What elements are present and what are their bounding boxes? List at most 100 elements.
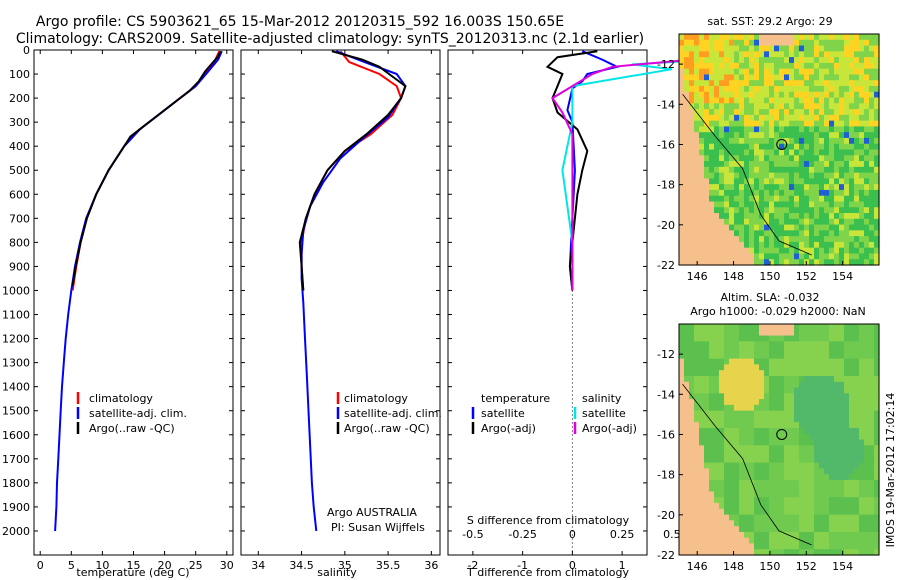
map-cell bbox=[694, 393, 700, 400]
map-cell bbox=[844, 62, 850, 70]
map-cell bbox=[864, 97, 870, 104]
map-cell bbox=[734, 364, 740, 371]
map-cell bbox=[864, 514, 870, 521]
map-cell bbox=[704, 543, 710, 550]
map-cell bbox=[769, 155, 775, 162]
map-cell bbox=[789, 537, 795, 545]
map-cell bbox=[679, 57, 685, 64]
map-cell bbox=[804, 364, 810, 371]
map-cell bbox=[799, 456, 805, 464]
map-cell bbox=[839, 468, 845, 475]
map-cell bbox=[719, 514, 725, 521]
map-cell bbox=[749, 213, 755, 220]
map-cell bbox=[874, 247, 880, 255]
map-cell bbox=[769, 114, 775, 122]
map-cell bbox=[699, 172, 705, 179]
y-tick-label: 300 bbox=[9, 116, 30, 129]
map-cell bbox=[784, 132, 790, 139]
map-cell bbox=[859, 195, 865, 203]
map-cell bbox=[764, 143, 770, 151]
argo-program-label: Argo AUSTRALIA bbox=[327, 506, 417, 519]
map-cell bbox=[724, 520, 730, 527]
map-cell bbox=[814, 126, 820, 133]
map-cell bbox=[869, 80, 875, 87]
map-cell bbox=[859, 114, 865, 122]
map-cell bbox=[729, 474, 735, 481]
map-cell bbox=[849, 335, 855, 342]
map-cell bbox=[779, 74, 785, 81]
map-cell bbox=[814, 97, 820, 104]
map-cell bbox=[794, 224, 800, 231]
map-cell bbox=[754, 259, 760, 266]
map-cell bbox=[724, 132, 730, 139]
map-cell bbox=[714, 51, 720, 58]
map-cell bbox=[759, 166, 765, 174]
map-cell bbox=[859, 537, 865, 545]
map-cell bbox=[844, 537, 850, 545]
map-cell bbox=[799, 433, 805, 441]
map-cell bbox=[869, 427, 875, 435]
map-cell bbox=[844, 433, 850, 441]
map-cell bbox=[739, 132, 745, 139]
map-cell bbox=[684, 364, 690, 371]
map-cell bbox=[704, 178, 710, 185]
map-cell bbox=[834, 218, 840, 226]
map-cell bbox=[699, 241, 705, 249]
map-cell bbox=[834, 114, 840, 122]
map-cell bbox=[679, 247, 685, 255]
map-cell bbox=[729, 335, 735, 342]
map-cell bbox=[749, 230, 755, 237]
map-cell bbox=[804, 236, 810, 243]
lon-tick-label: 154 bbox=[832, 270, 853, 283]
map-cell bbox=[799, 404, 805, 412]
map-cell bbox=[769, 195, 775, 203]
map-cell bbox=[724, 358, 730, 366]
map-cell bbox=[869, 114, 875, 122]
map-cell bbox=[684, 439, 690, 446]
map-cell bbox=[799, 45, 805, 52]
map-cell bbox=[784, 109, 790, 116]
map-cell bbox=[809, 549, 815, 556]
map-cell bbox=[739, 347, 745, 354]
map-cell bbox=[794, 236, 800, 243]
map-cell bbox=[714, 358, 720, 366]
lat-tick-label: -22 bbox=[657, 259, 675, 272]
map-cell bbox=[844, 479, 850, 487]
map-cell bbox=[774, 543, 780, 550]
map-cell bbox=[699, 364, 705, 371]
map-cell bbox=[854, 213, 860, 220]
map-cell bbox=[854, 120, 860, 128]
map-cell bbox=[779, 247, 785, 255]
map-cell bbox=[684, 207, 690, 214]
map-cell bbox=[864, 364, 870, 371]
map-cell bbox=[799, 207, 805, 214]
map-cell bbox=[859, 91, 865, 99]
reef-contour bbox=[682, 384, 812, 546]
map-cell bbox=[834, 103, 840, 110]
map-cell bbox=[724, 57, 730, 64]
map-cell bbox=[799, 462, 805, 469]
map-cell bbox=[734, 184, 740, 191]
map-cell bbox=[734, 103, 740, 110]
map-cell bbox=[749, 491, 755, 498]
map-cell bbox=[754, 247, 760, 255]
map-cell bbox=[704, 456, 710, 464]
map-cell bbox=[704, 120, 710, 128]
map-cell bbox=[779, 126, 785, 133]
map-cell bbox=[684, 335, 690, 342]
map-cell bbox=[859, 543, 865, 550]
map-cell bbox=[804, 137, 810, 145]
map-cell bbox=[774, 126, 780, 133]
map-cell bbox=[729, 341, 735, 348]
map-cell bbox=[849, 427, 855, 435]
map-cell bbox=[849, 358, 855, 366]
map-cell bbox=[689, 109, 695, 116]
map-cell bbox=[799, 126, 805, 133]
map-cell bbox=[719, 178, 725, 185]
map-cell bbox=[854, 218, 860, 226]
map-cell bbox=[874, 80, 880, 87]
map-cell bbox=[714, 433, 720, 441]
map-cell bbox=[794, 62, 800, 70]
map-cell bbox=[839, 358, 845, 366]
map-cell bbox=[764, 207, 770, 214]
